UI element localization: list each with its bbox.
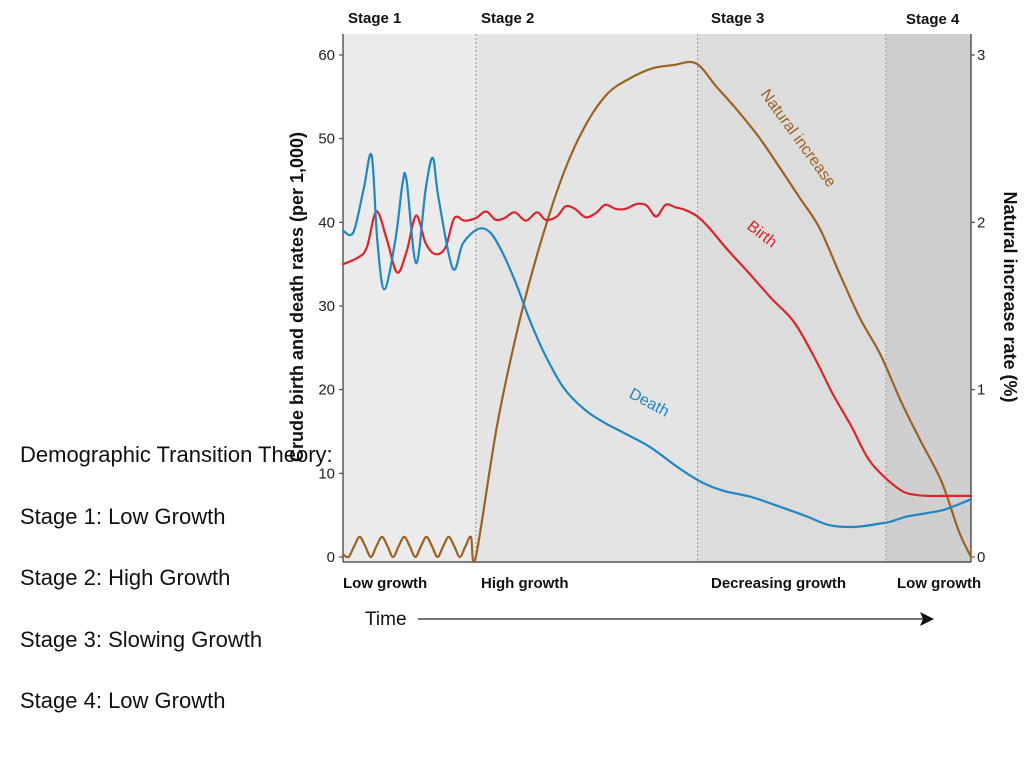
left-axis-title: Crude birth and death rates (per 1,000) xyxy=(287,132,307,462)
left-tick-label: 40 xyxy=(318,214,335,231)
growth-label-stage-2: High growth xyxy=(481,575,568,592)
right-axis-title: Natural increase rate (%) xyxy=(1000,191,1020,402)
slide-text: Demographic Transition Theory: Stage 1: … xyxy=(20,442,333,750)
stage-2-line: Stage 2: High Growth xyxy=(20,565,333,627)
left-tick-label: 60 xyxy=(318,47,335,64)
stage-band-2 xyxy=(476,34,698,562)
stage-label-3: Stage 3 xyxy=(711,10,764,27)
right-tick-label: 0 xyxy=(977,549,985,566)
left-tick-label: 50 xyxy=(318,131,335,148)
stage-3-line: Stage 3: Slowing Growth xyxy=(20,627,333,689)
stage-label-2: Stage 2 xyxy=(481,10,534,27)
right-tick-label: 3 xyxy=(977,47,985,64)
left-tick-label: 30 xyxy=(318,298,335,315)
stage-label-1: Stage 1 xyxy=(348,10,401,27)
stage-4-line: Stage 4: Low Growth xyxy=(20,688,333,750)
right-tick-label: 1 xyxy=(977,382,985,399)
left-tick-label: 20 xyxy=(318,382,335,399)
stage-band-1 xyxy=(343,34,476,562)
stage-bands xyxy=(343,34,971,562)
growth-label-stage-3: Decreasing growth xyxy=(711,575,846,592)
stage-1-line: Stage 1: Low Growth xyxy=(20,504,333,566)
right-tick-labels: 0 1 2 3 xyxy=(971,47,985,566)
slide-title: Demographic Transition Theory: xyxy=(20,442,333,504)
growth-label-stage-1: Low growth xyxy=(343,575,427,592)
stage-band-3 xyxy=(698,34,886,562)
time-axis-label: Time xyxy=(365,609,407,630)
stage-band-4 xyxy=(886,34,971,562)
right-tick-label: 2 xyxy=(977,214,985,231)
stage-label-4: Stage 4 xyxy=(906,11,960,28)
growth-label-stage-4: Low growth xyxy=(897,575,981,592)
